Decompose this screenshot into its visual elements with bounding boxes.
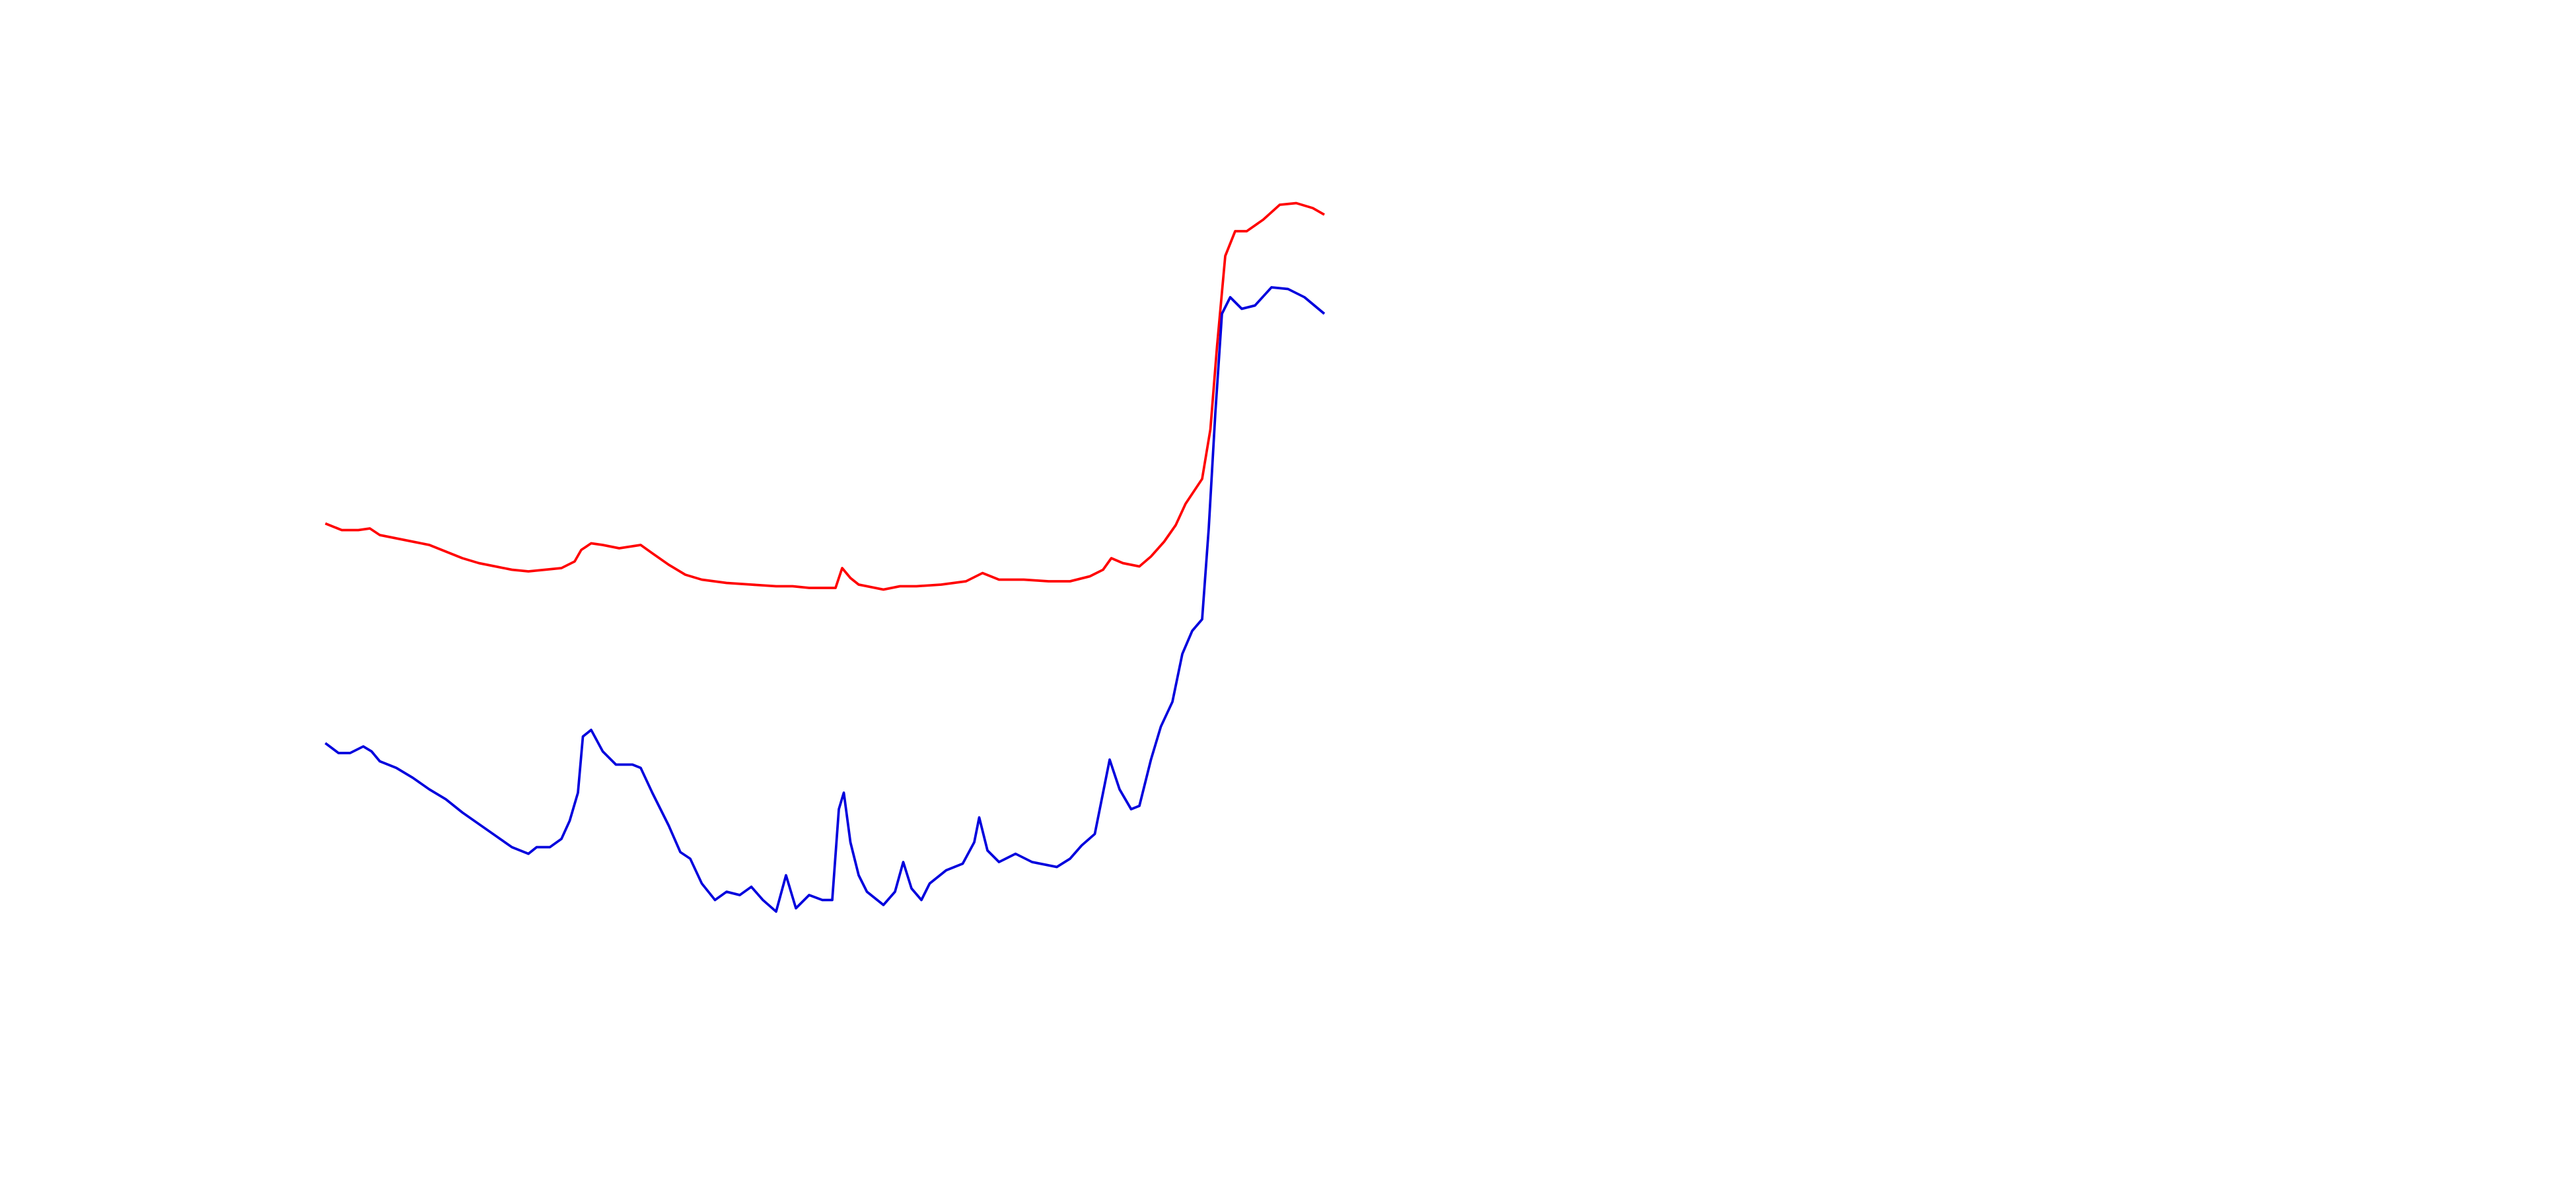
- line: [324, 286, 1326, 913]
- line: [324, 201, 1325, 591]
